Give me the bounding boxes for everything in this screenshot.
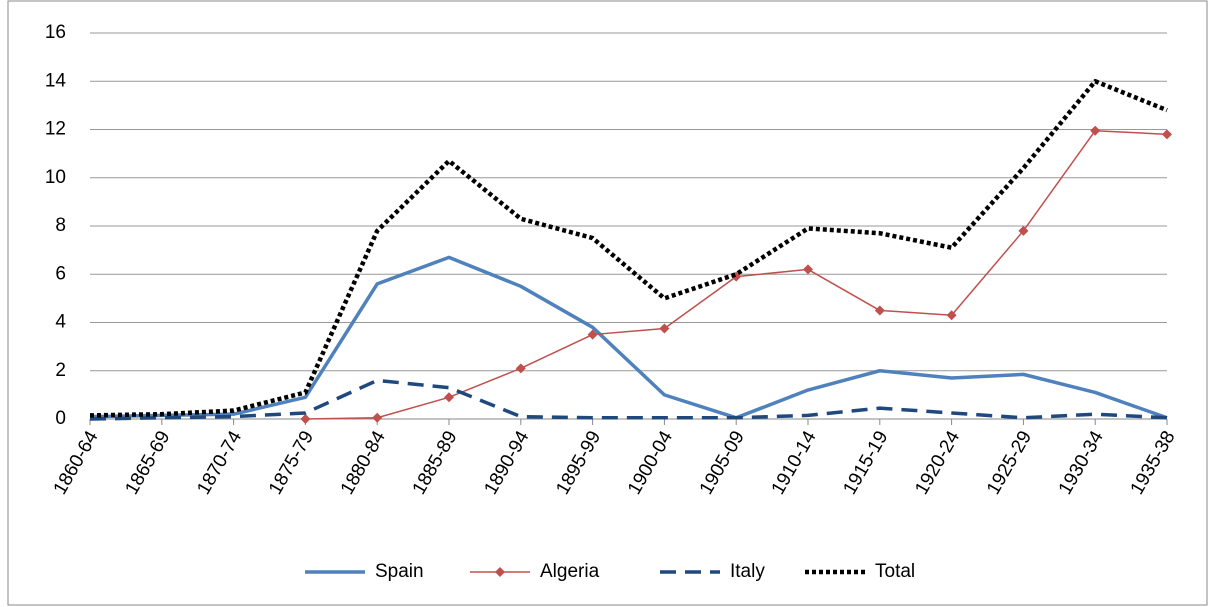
point-marker: [587, 329, 598, 340]
point-marker: [874, 305, 885, 316]
legend-label: Italy: [730, 561, 765, 582]
y-tick-label: 0: [55, 408, 66, 429]
legend-label: Spain: [375, 561, 424, 582]
point-marker: [946, 310, 957, 321]
point-marker: [372, 412, 383, 423]
y-tick-label: 4: [55, 312, 66, 333]
y-tick-label: 8: [55, 215, 66, 236]
series-line: [89, 255, 1168, 420]
point-marker: [803, 264, 813, 275]
legend-label: Total: [875, 561, 915, 582]
y-tick-label: 12: [45, 119, 66, 140]
y-tick-label: 2: [55, 360, 66, 381]
point-marker: [659, 323, 670, 334]
point-marker: [1018, 225, 1029, 236]
chart-border: [7, 0, 1208, 606]
point-marker: [515, 363, 526, 374]
point-marker: [444, 392, 454, 403]
point-marker: [300, 414, 311, 424]
series-line: [89, 79, 1168, 418]
y-tick-label: 10: [45, 167, 66, 188]
series-line: [89, 378, 1168, 421]
y-tick-label: 16: [45, 22, 66, 43]
legend-label: Algeria: [540, 561, 600, 582]
y-tick-label: 6: [55, 263, 66, 284]
point-marker: [1090, 125, 1101, 136]
point-marker: [1162, 129, 1172, 140]
legend-marker: [495, 567, 505, 577]
y-tick-label: 14: [45, 70, 67, 91]
